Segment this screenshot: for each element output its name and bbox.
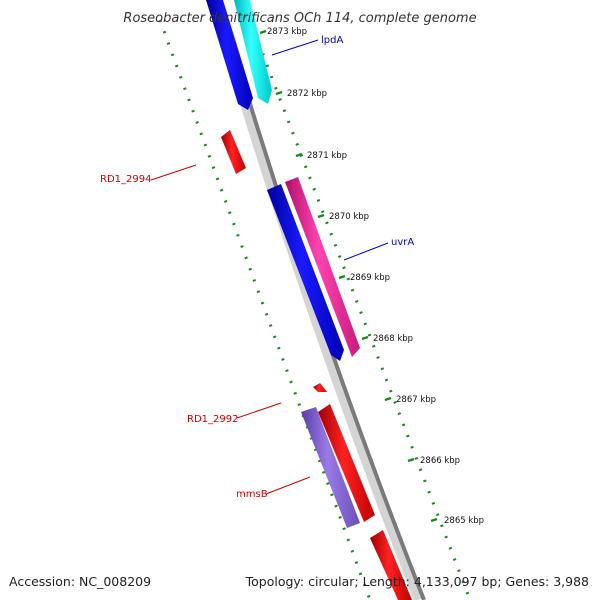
- gene-arrow-blue-top: [206, 0, 253, 110]
- leader-RD1_2992: [236, 402, 282, 419]
- gene-arrows: [206, 0, 412, 600]
- gene-arrow-RD1_2992: [313, 383, 327, 392]
- leader-uvrA: [343, 242, 389, 261]
- topology-label: Topology: circular; Length: 4,133,097 bp…: [245, 574, 589, 589]
- leader-mmsB: [265, 476, 311, 495]
- tick-label-2872: 2872 kbp: [287, 89, 327, 99]
- gc-track-inner-right: [248, 19, 472, 600]
- gene-arrow-mmsB: [301, 407, 360, 528]
- gene-arrow-uvrA: [285, 177, 360, 357]
- gene-arrow-lpdA: [234, 0, 272, 104]
- accession-label: Accession: NC_008209: [9, 574, 151, 589]
- gene-label-uvrA[interactable]: uvrA: [391, 237, 414, 248]
- gene-label-leaders: [150, 39, 389, 495]
- kbp-ticks: [259, 29, 438, 523]
- gene-arrow-RD1_2994: [221, 130, 246, 174]
- kbp-tick-labels: 2873 kbp 2872 kbp 2871 kbp 2870 kbp 2869…: [267, 27, 484, 526]
- leader-RD1_2994: [150, 164, 197, 181]
- tick-label-2869: 2869 kbp: [350, 273, 390, 283]
- gene-label-RD1_2994[interactable]: RD1_2994: [100, 174, 151, 185]
- tick-label-2865: 2865 kbp: [444, 516, 484, 526]
- gene-label-RD1_2992[interactable]: RD1_2992: [187, 414, 238, 425]
- map-title: Roseobacter denitrificans OCh 114, compl…: [123, 11, 476, 26]
- leader-lpdA: [271, 39, 319, 56]
- tick-label-2873: 2873 kbp: [267, 27, 307, 37]
- gene-labels: lpdA uvrA RD1_2994 RD1_2992 mmsB: [100, 35, 414, 500]
- gene-arrow-blue-mid: [267, 184, 344, 361]
- tick-label-2867: 2867 kbp: [396, 395, 436, 405]
- tick-label-2866: 2866 kbp: [420, 456, 460, 466]
- gene-arrow-red-bottom: [370, 530, 412, 600]
- tick-label-2871: 2871 kbp: [307, 151, 347, 161]
- gene-arrow-red-lower: [318, 404, 375, 522]
- gene-label-lpdA[interactable]: lpdA: [321, 35, 343, 46]
- gene-label-mmsB[interactable]: mmsB: [236, 489, 268, 500]
- tick-label-2868: 2868 kbp: [373, 334, 413, 344]
- tick-label-2870: 2870 kbp: [329, 212, 369, 222]
